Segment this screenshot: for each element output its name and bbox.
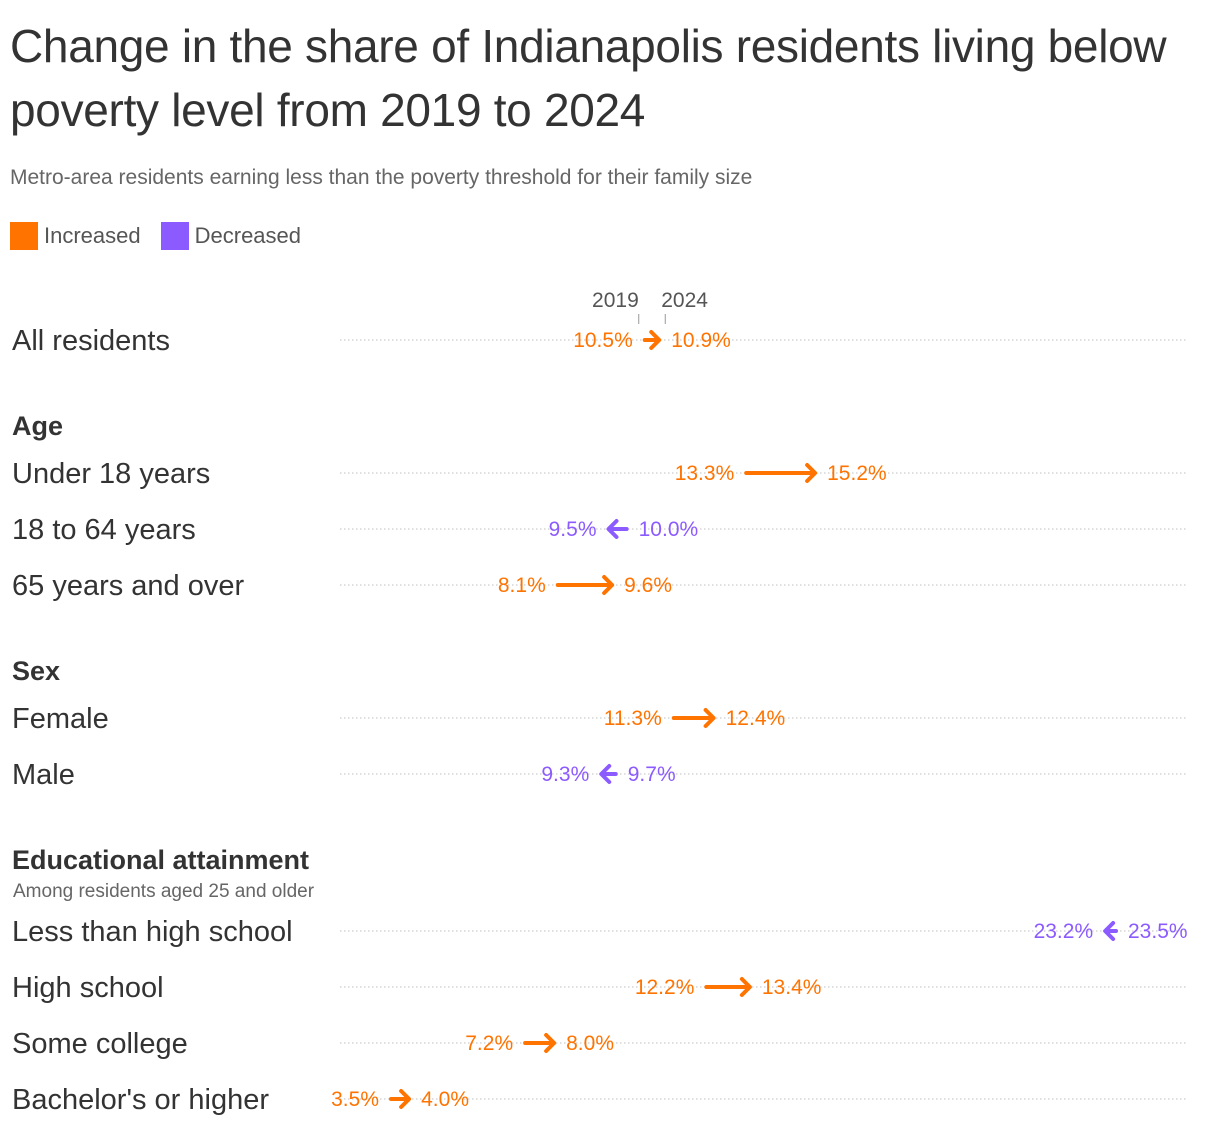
value-label-2024: 10.9% — [671, 329, 731, 352]
value-label-2024: 15.2% — [827, 462, 887, 485]
legend-label-increased: Increased — [44, 223, 141, 248]
value-label-2024: 23.2% — [1034, 920, 1094, 943]
value-label-2019: 7.2% — [465, 1032, 513, 1055]
row-label: Bachelor's or higher — [12, 1084, 269, 1116]
legend-swatch-increased — [10, 222, 38, 250]
legend-label-decreased: Decreased — [194, 223, 302, 248]
change-arrow-head — [399, 1089, 412, 1109]
row-label: 18 to 64 years — [12, 514, 196, 546]
row-label: Less than high school — [12, 916, 293, 948]
group-heading: Educational attainment — [12, 845, 309, 875]
value-label-2024: 9.5% — [549, 518, 597, 541]
change-arrow-head — [649, 330, 662, 350]
row-label: High school — [12, 972, 164, 1004]
legend-item-decreased: Decreased — [160, 222, 302, 250]
value-label-2024: 8.0% — [566, 1032, 614, 1055]
chart-subtitle: Metro-area residents earning less than t… — [10, 166, 753, 189]
value-label-2019: 12.2% — [635, 976, 695, 999]
value-label-2019: 9.7% — [628, 763, 676, 786]
value-label-2019: 13.3% — [675, 462, 735, 485]
row-label: Female — [12, 703, 109, 735]
value-label-2024: 12.4% — [726, 707, 786, 730]
value-label-2024: 4.0% — [421, 1088, 469, 1111]
row-label: 65 years and over — [12, 570, 244, 602]
value-label-2019: 8.1% — [498, 574, 546, 597]
group-heading: Sex — [12, 656, 60, 686]
change-arrow-head — [1103, 921, 1116, 941]
change-arrow-head — [606, 519, 619, 539]
value-label-2024: 9.3% — [541, 763, 589, 786]
row-label: All residents — [12, 325, 170, 357]
chart-title: Change in the share of Indianapolis resi… — [10, 20, 1167, 136]
legend-swatch-decreased — [160, 222, 189, 250]
legend-item-increased: Increased — [10, 222, 141, 250]
group-heading: Age — [12, 411, 63, 441]
change-arrow-head — [739, 977, 752, 997]
row-label: Male — [12, 759, 75, 791]
value-label-2019: 11.3% — [604, 707, 662, 730]
value-label-2024: 9.6% — [624, 574, 672, 597]
value-label-2019: 10.5% — [573, 329, 633, 352]
legend: Increased Decreased — [10, 222, 301, 250]
value-label-2024: 13.4% — [762, 976, 822, 999]
change-arrow-head — [703, 708, 716, 728]
value-label-2019: 3.5% — [331, 1088, 379, 1111]
row-label: Some college — [12, 1028, 188, 1060]
change-arrow-head — [599, 764, 612, 784]
value-label-2019: 23.5% — [1128, 920, 1188, 943]
row-label: Under 18 years — [12, 458, 210, 490]
series-key-2024: 2024 — [661, 289, 708, 312]
change-arrow-head — [805, 463, 818, 483]
change-arrow-head — [544, 1033, 557, 1053]
value-label-2019: 10.0% — [639, 518, 699, 541]
series-key-2019: 2019 — [592, 289, 639, 312]
change-arrow-head — [602, 575, 615, 595]
group-note: Among residents aged 25 and older — [13, 881, 315, 902]
